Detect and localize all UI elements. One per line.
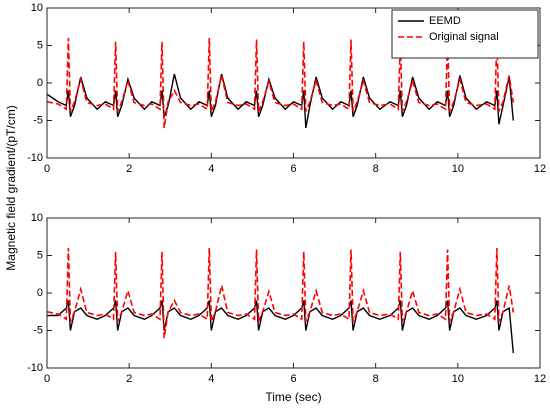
series-line — [46, 37, 515, 129]
series-line — [46, 247, 515, 339]
x-tick-label: 2 — [126, 373, 132, 385]
y-tick-label: -5 — [33, 324, 43, 336]
axes-box — [46, 7, 541, 159]
plot-area — [47, 218, 540, 368]
x-tick-label: 0 — [44, 373, 50, 385]
y-tick-label: 5 — [37, 249, 43, 261]
x-axis-label: Time (sec) — [265, 390, 321, 404]
x-tick-label: 4 — [208, 163, 214, 175]
legend-label: EEMD — [429, 15, 461, 27]
x-tick-label: 4 — [208, 373, 214, 385]
x-tick-label: 0 — [44, 163, 50, 175]
legend-label: Original signal — [429, 31, 499, 43]
x-tick-label: 6 — [290, 163, 296, 175]
y-tick-label: -10 — [27, 152, 43, 164]
y-tick-label: 10 — [31, 2, 43, 14]
x-tick-label: 8 — [373, 373, 379, 385]
x-tick-label: 10 — [452, 163, 464, 175]
axes-box — [46, 217, 541, 369]
x-tick-label: 6 — [290, 373, 296, 385]
y-tick-label: 10 — [31, 212, 43, 224]
y-tick-label: 0 — [37, 77, 43, 89]
series-line — [47, 300, 514, 354]
y-tick-label: 0 — [37, 287, 43, 299]
y-tick-label: 5 — [37, 39, 43, 51]
legend-box — [391, 9, 539, 59]
y-tick-label: -10 — [27, 362, 43, 374]
x-tick-label: 2 — [126, 163, 132, 175]
x-tick-label: 8 — [373, 163, 379, 175]
x-tick-label: 12 — [534, 163, 546, 175]
x-tick-label: 12 — [534, 373, 546, 385]
x-tick-label: 10 — [452, 373, 464, 385]
y-axis-label: Magnetic field gradient/(pT/cm) — [4, 105, 18, 270]
y-tick-label: -5 — [33, 114, 43, 126]
